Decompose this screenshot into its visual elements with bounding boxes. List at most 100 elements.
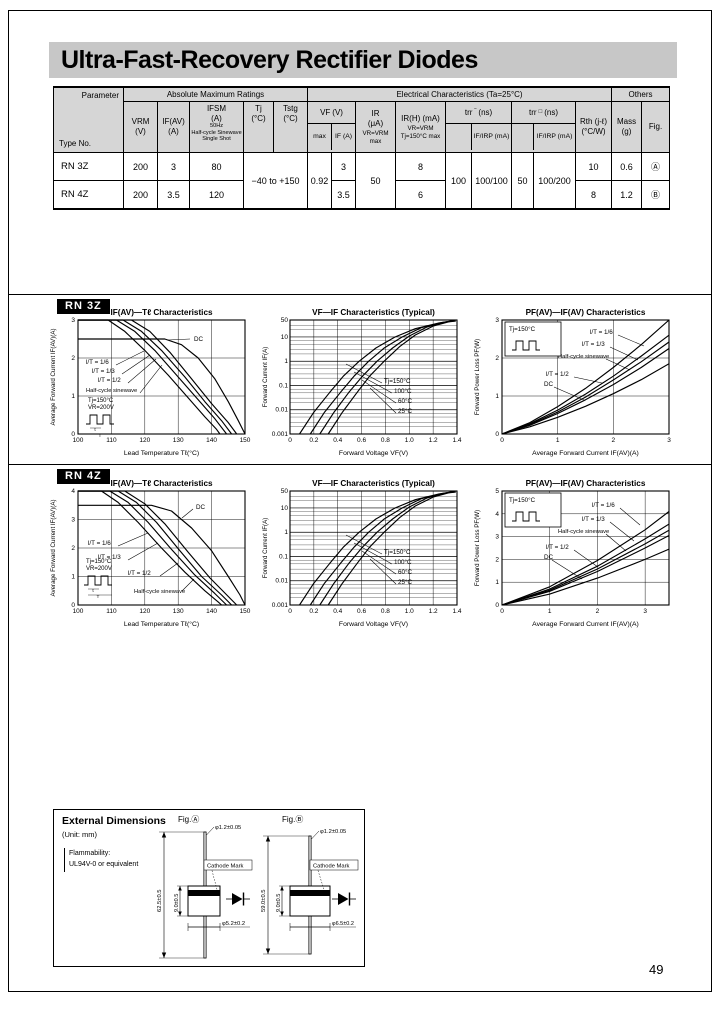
svg-text:0: 0 <box>288 437 292 444</box>
leader-line <box>573 549 599 568</box>
curve <box>78 490 233 606</box>
svg-text:1: 1 <box>495 393 499 400</box>
svg-text:100: 100 <box>73 437 84 444</box>
col-ir-cond1: VR=VRM <box>362 130 389 138</box>
svg-text:VR=200V: VR=200V <box>86 566 112 572</box>
curves <box>78 319 245 435</box>
col-trr2-blank <box>513 124 534 150</box>
leader-line <box>181 508 194 519</box>
cell-type-rn3z: RN 3Z <box>53 152 124 181</box>
cell-rth-rn4z: 8 <box>575 180 613 210</box>
y-axis-label: Forward Current IF(A) <box>262 347 269 408</box>
svg-text:110: 110 <box>106 437 117 444</box>
col-irh: IR(H) (mA) VR=VRM Tj=150°C max <box>395 101 447 153</box>
chart-rn3z-vf-if: VF—IF Characteristics (Typical) 0 0.2 0.4 0.… <box>262 308 462 457</box>
svg-text:Tj=150°C: Tj=150°C <box>509 497 536 504</box>
col-rth-unit: (°C/W) <box>581 127 606 136</box>
svg-text:l/T = 1/2: l/T = 1/2 <box>546 544 569 551</box>
svg-text:Half-cycle sinewave: Half-cycle sinewave <box>558 354 609 360</box>
fig-b-drawing: Fig.Ⓑ 59.0±0.5 9.0±0.5 φ1.2±0.05 Cathode… <box>261 815 359 955</box>
title-bar: Ultra-Fast-Recovery Rectifier Diodes <box>49 42 677 78</box>
col-tstg: Tstg (°C) <box>272 101 309 153</box>
leader-line <box>609 346 639 361</box>
svg-text:100°C: 100°C <box>394 558 412 566</box>
leader-line <box>619 507 641 526</box>
svg-text:l/T = 1/3: l/T = 1/3 <box>582 341 605 348</box>
rn4z-chart-row: IF(AV)—Tℓ Characteristics 100 110 120 130 140… <box>48 478 679 630</box>
col-vf-unit: (V) <box>332 107 343 117</box>
col-trr1-unit: (ns) <box>478 107 493 117</box>
col-mass-sym: Mass <box>616 117 637 127</box>
leader-line <box>139 364 163 394</box>
plot-border <box>501 490 670 606</box>
cell-vf-if-rn3z: 3 <box>331 152 357 181</box>
curves <box>502 511 669 606</box>
curve <box>319 320 455 435</box>
col-irh-cond2: Tj=150°C max <box>400 132 441 140</box>
cell-fig-rn4z: Ⓑ <box>641 180 671 210</box>
curve-labels: Tj=150°C 100°C 60°C 25°C <box>384 377 413 415</box>
flammability-note: Flammability: UL94V-0 or equivalent <box>64 848 138 872</box>
svg-text:1.4: 1.4 <box>452 437 461 444</box>
col-tstg-unit: (°C) <box>283 113 298 123</box>
svg-text:1.0: 1.0 <box>405 608 414 615</box>
col-trr1-mark: ‾ <box>474 108 477 115</box>
fig-b-caption: Fig.Ⓑ <box>282 815 303 824</box>
cell-fig-rn3z: Ⓐ <box>641 152 671 181</box>
svg-text:60°C: 60°C <box>398 397 413 405</box>
curve <box>78 338 245 435</box>
svg-text:0.8: 0.8 <box>381 437 390 444</box>
leader-line <box>121 354 151 375</box>
svg-text:110: 110 <box>106 608 117 615</box>
col-mass: Mass (g) <box>611 101 643 153</box>
svg-text:0.6: 0.6 <box>357 437 366 444</box>
svg-text:l/T = 1/6: l/T = 1/6 <box>86 359 109 366</box>
chart-title: PF(AV)—IF(AV) Characteristics <box>526 308 646 317</box>
col-trr2: trr □ (ns) IF/IRP (mA) <box>511 101 577 153</box>
svg-text:10: 10 <box>281 334 289 341</box>
fig-a-diode-symbol <box>232 893 243 905</box>
chart-title: VF—IF Characteristics (Typical) <box>312 308 435 317</box>
curve <box>319 491 455 606</box>
svg-text:Tj=150°C: Tj=150°C <box>384 548 411 556</box>
grid <box>289 319 458 435</box>
col-trr2-sym: trr <box>529 107 537 117</box>
curve <box>502 341 669 435</box>
svg-text:2: 2 <box>612 437 616 444</box>
svg-text:1.4: 1.4 <box>452 608 461 615</box>
col-trr2-mark: □ <box>538 108 543 115</box>
svg-text:140: 140 <box>206 608 217 615</box>
svg-text:Tj=150°C: Tj=150°C <box>509 326 536 333</box>
fig-b-lead-diameter: φ1.2±0.05 <box>320 829 346 835</box>
col-vrm-sym: VRM <box>131 117 150 127</box>
external-dimensions-unit: (Unit: mm) <box>62 830 97 839</box>
cell-trr2: 50 <box>511 152 535 210</box>
col-fig-sym: Fig. <box>648 122 663 132</box>
y-axis-label: Average Forward Current IF(AV)(A) <box>50 499 57 596</box>
svg-text:2: 2 <box>495 556 499 563</box>
cell-ifsm-rn4z: 120 <box>189 180 244 210</box>
svg-text:Tj=150°C: Tj=150°C <box>384 377 411 385</box>
leader-line <box>551 559 583 580</box>
fig-a-drawing: Fig.Ⓐ 62.5±0.5 9.0±0.5 φ1.2±0.05 Cathode… <box>157 815 253 959</box>
cell-ifsm-rn3z: 80 <box>189 152 244 181</box>
plot-border <box>77 490 246 606</box>
curve <box>78 490 228 606</box>
leader-line <box>605 358 631 371</box>
chart-title: IF(AV)—Tℓ Characteristics <box>110 479 213 488</box>
svg-text:3: 3 <box>667 437 671 444</box>
grid <box>289 490 458 606</box>
leader-line <box>617 334 645 347</box>
svg-text:50: 50 <box>281 488 289 495</box>
svg-text:0.8: 0.8 <box>381 608 390 615</box>
svg-text:100: 100 <box>73 608 84 615</box>
page-frame: Ultra-Fast-Recovery Rectifier Diodes Par… <box>8 10 712 992</box>
x-axis-label: Average Forward Current IF(AV)(A) <box>532 450 639 457</box>
svg-text:0: 0 <box>71 431 75 438</box>
curve <box>502 529 669 606</box>
col-ifav-sym: IF(AV) <box>162 117 185 127</box>
curves <box>78 490 245 606</box>
svg-text:1: 1 <box>284 529 288 536</box>
svg-text:DC: DC <box>194 336 204 343</box>
